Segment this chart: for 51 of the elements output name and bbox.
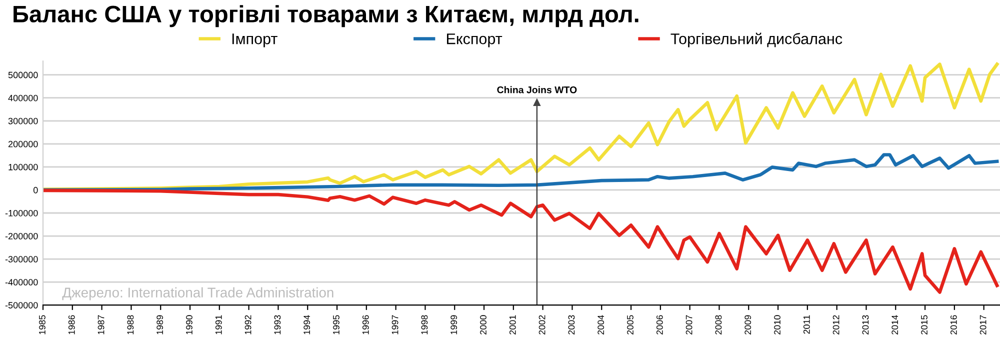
x-tick-label: 1997 [392, 315, 398, 334]
x-tick-label: 1998 [421, 315, 428, 334]
x-tick-label: 2017 [980, 315, 986, 334]
x-tick-label: 2000 [480, 315, 486, 334]
y-tick-label: -500000 [5, 302, 38, 308]
x-tick-label: 1994 [304, 315, 310, 334]
legend-label: Експорт [447, 34, 502, 48]
x-tick-label: 1985 [39, 315, 46, 334]
x-tick-label: 1988 [127, 315, 134, 334]
x-tick-label: 1996 [362, 315, 369, 334]
ref-line-label: China Joins WTO [497, 86, 577, 94]
y-tick-label: 200000 [8, 140, 38, 148]
x-tick-label: 1993 [274, 315, 281, 334]
x-tick-label: 1987 [98, 315, 104, 334]
x-tick-label: 2013 [862, 315, 869, 334]
x-tick-label: 2004 [598, 315, 604, 334]
y-tick-label: 500000 [8, 72, 38, 78]
x-tick-label: 2003 [568, 315, 575, 334]
y-tick-label: -100000 [5, 210, 38, 216]
y-tick-label: 400000 [8, 94, 38, 102]
y-tick-label: -300000 [5, 256, 38, 262]
y-tick-label: 0 [33, 186, 38, 194]
legend-label: Імпорт [232, 34, 278, 48]
x-tick-label: 2005 [627, 315, 634, 334]
annotation: Джерело: International Trade Administration [62, 287, 334, 300]
x-tick-label: 1990 [186, 315, 192, 334]
x-tick-label: 2011 [803, 315, 810, 334]
x-tick-label: 2001 [509, 315, 516, 334]
x-tick-label: 2012 [832, 315, 840, 334]
x-tick-label: 2015 [921, 315, 928, 334]
y-tick-label: -200000 [5, 232, 38, 240]
x-tick-label: 1995 [333, 315, 340, 334]
x-tick-label: 1989 [156, 315, 164, 334]
x-tick-label: 1999 [450, 315, 458, 334]
x-tick-label: 2002 [538, 315, 546, 334]
x-tick-label: 1992 [244, 315, 252, 334]
chart-title: Баланс США у торгівлі товарами з Китаєм, млрд дол. [14, 5, 638, 28]
x-tick-label: 2009 [744, 315, 752, 334]
y-tick-label: 300000 [8, 118, 38, 124]
x-tick-label: 1991 [215, 315, 222, 334]
x-tick-label: 1986 [68, 315, 75, 334]
y-tick-label: -400000 [5, 279, 38, 286]
x-tick-label: 2007 [686, 315, 692, 334]
line-series [43, 62, 999, 191]
x-tick-label: 2008 [715, 315, 722, 334]
x-tick-label: 2006 [656, 315, 663, 334]
legend-label: Торгівельний дисбаланс [670, 32, 842, 48]
x-tick-label: 2014 [892, 315, 898, 334]
x-tick-label: 2010 [774, 315, 780, 334]
x-tick-label: 2016 [950, 315, 957, 334]
y-tick-label: 100000 [8, 164, 38, 170]
